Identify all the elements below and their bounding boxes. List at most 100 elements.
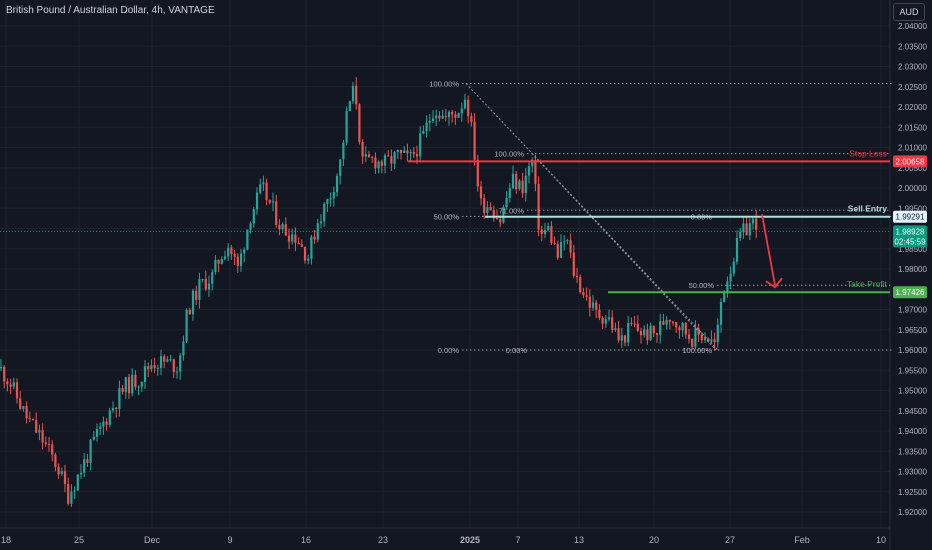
candle-body: [259, 184, 262, 193]
candle-body: [211, 272, 214, 284]
fib-left-label: 50.00%: [434, 212, 460, 221]
chart-title: British Pound / Australian Dollar, 4h, V…: [6, 5, 215, 16]
candle-body: [252, 209, 255, 224]
candle-body: [403, 150, 406, 153]
candle-body: [492, 210, 495, 219]
candle-body: [393, 152, 396, 164]
candle-body: [188, 309, 191, 315]
candle-body: [556, 244, 559, 258]
candle-body: [473, 121, 476, 160]
candle-body: [38, 430, 41, 433]
x-tick-label: 9: [227, 535, 232, 545]
candle-body: [569, 240, 572, 253]
candle-body: [508, 188, 511, 199]
candle-body: [367, 154, 371, 158]
candle-body: [390, 156, 393, 164]
candle-body: [687, 334, 691, 340]
candle-body: [236, 256, 239, 266]
candle-body: [111, 407, 115, 411]
candle-body: [3, 366, 6, 382]
candle-body: [537, 183, 540, 230]
candle-body: [697, 328, 700, 335]
candle-body: [163, 356, 166, 362]
candle-body: [159, 356, 163, 368]
candle-body: [220, 259, 223, 264]
candle-body: [543, 230, 547, 234]
candle-body: [694, 328, 697, 347]
candle-body: [396, 149, 399, 153]
y-tick-label: 1.94500: [898, 407, 927, 416]
candle-body: [76, 474, 79, 491]
candle-body: [131, 374, 134, 394]
candle-body: [633, 323, 636, 325]
candle-body: [383, 155, 387, 166]
candle-body: [627, 322, 630, 343]
y-tick-label: 1.98500: [898, 245, 927, 254]
candle-body: [620, 335, 623, 341]
candle-body: [748, 223, 751, 236]
x-tick-label: Feb: [794, 535, 810, 545]
candle-body: [515, 173, 518, 190]
price-tag-text: 2.00658: [896, 157, 925, 166]
candle-body: [25, 406, 28, 419]
candle-body: [339, 159, 342, 176]
candle-body: [287, 235, 291, 242]
candle-body: [255, 192, 259, 210]
candle-body: [73, 490, 76, 492]
candle-body: [297, 242, 300, 245]
candle-body: [134, 374, 137, 388]
candle-body: [703, 338, 707, 341]
candle-body: [521, 180, 524, 194]
candle-body: [540, 229, 543, 234]
candle-body: [460, 108, 463, 114]
candle-body: [326, 198, 329, 204]
candle-body: [582, 292, 585, 296]
candle-body: [431, 118, 435, 121]
candle-body: [19, 398, 22, 409]
candle-body: [143, 366, 147, 383]
y-tick-label: 2.00000: [898, 184, 927, 193]
candle-body: [691, 339, 694, 347]
x-tick-label: 27: [725, 535, 735, 545]
candle-body: [335, 175, 339, 193]
candle-body: [745, 223, 748, 236]
y-tick-label: 2.03000: [898, 63, 927, 72]
x-tick-label: 10: [876, 535, 886, 545]
candle-body: [639, 330, 643, 336]
candle-body: [559, 242, 563, 258]
candle-body: [323, 203, 326, 222]
candle-body: [307, 258, 310, 261]
x-tick-label: 2025: [460, 535, 480, 545]
candle-body: [137, 386, 140, 388]
candle-body: [294, 234, 297, 243]
candle-body: [607, 317, 611, 320]
candle-body: [668, 319, 671, 322]
candle-body: [428, 120, 431, 123]
candle-body: [470, 116, 473, 122]
y-tick-label: 1.94000: [898, 427, 927, 436]
candle-body: [355, 85, 358, 105]
candle-body: [95, 428, 99, 437]
candle-body: [6, 381, 9, 385]
candle-body: [179, 355, 182, 372]
candle-body: [310, 236, 313, 259]
candle-body: [659, 321, 662, 335]
candle-body: [47, 443, 51, 445]
candle-body: [214, 260, 217, 273]
currency-badge[interactable]: AUD: [893, 3, 925, 21]
candle-body: [313, 236, 316, 240]
candle-body: [572, 252, 575, 276]
y-tick-label: 1.96000: [898, 346, 927, 355]
candle-body: [108, 410, 111, 425]
candle-body: [268, 199, 271, 203]
candle-body: [207, 283, 211, 290]
candle-body: [406, 150, 409, 154]
candle-body: [451, 111, 454, 115]
candle-body: [489, 207, 492, 211]
y-tick-label: 1.95000: [898, 387, 927, 396]
candle-body: [319, 221, 323, 224]
fib-middle-label: 50.00%: [689, 281, 715, 290]
candle-body: [726, 281, 729, 293]
